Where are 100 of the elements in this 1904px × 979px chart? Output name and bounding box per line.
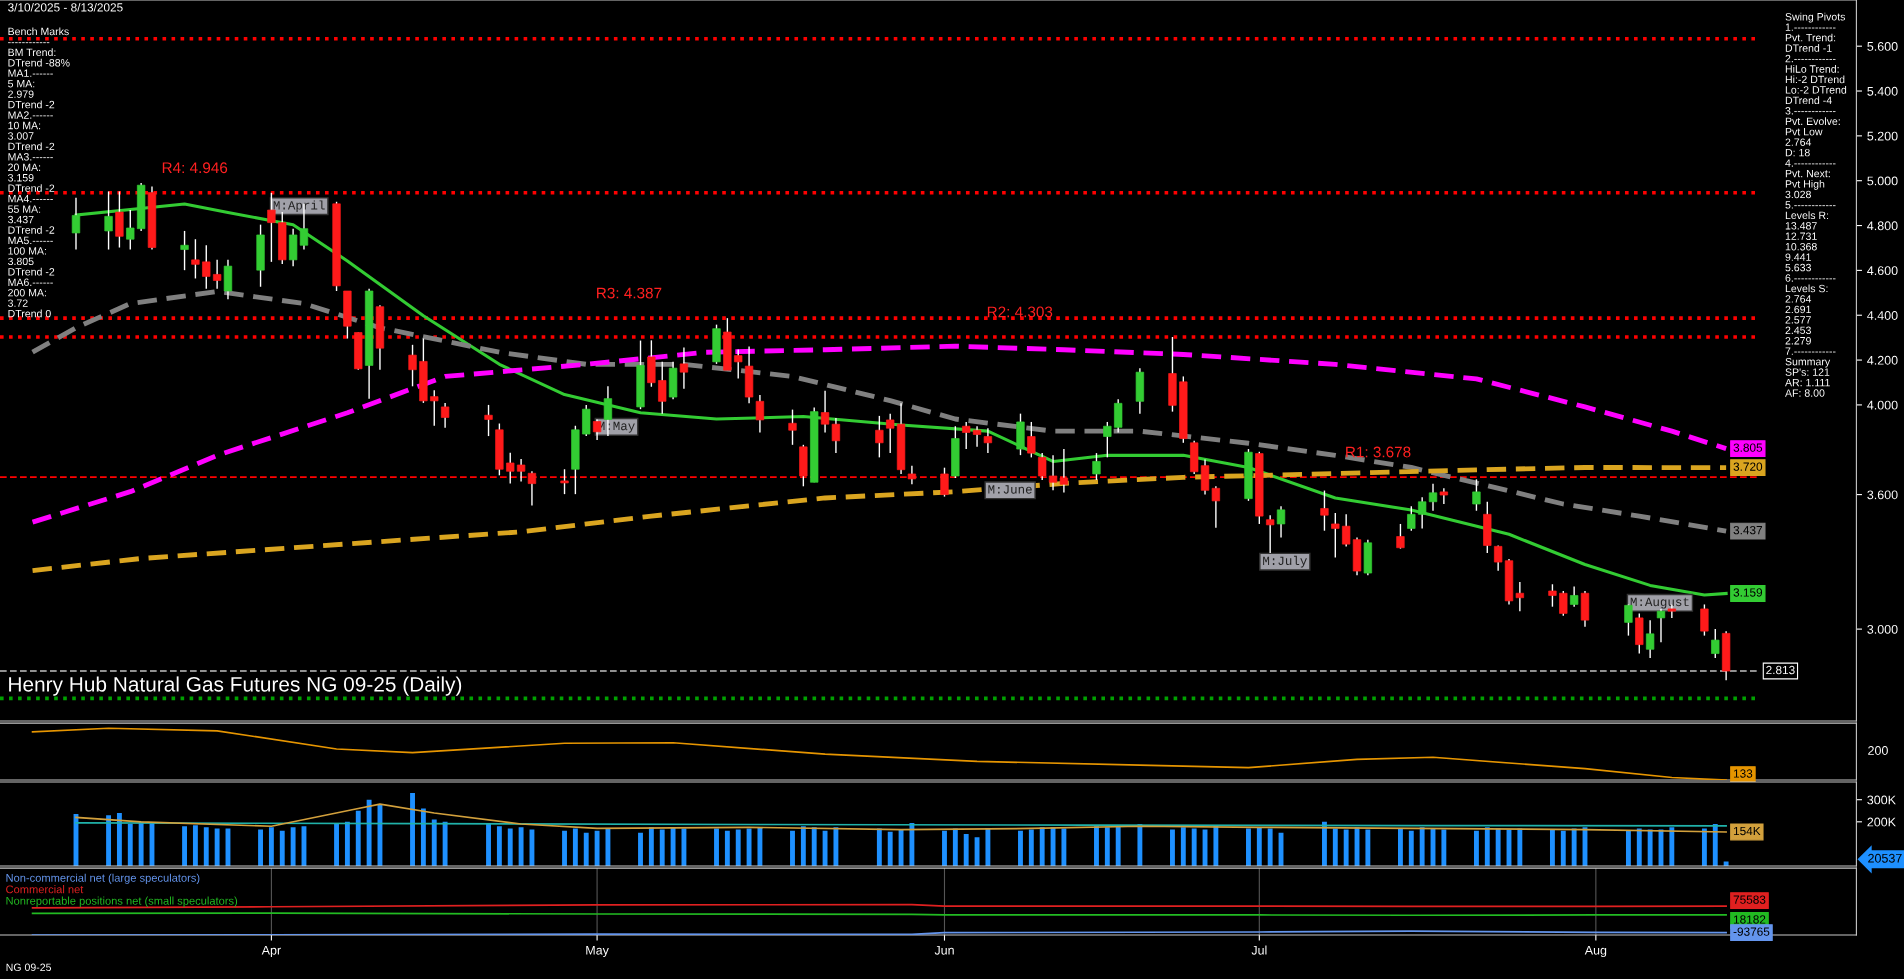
candlestick	[1027, 421, 1036, 459]
bar	[1419, 827, 1425, 867]
x-tick-label: Aug	[1584, 945, 1607, 958]
y-tick-label: 4.000	[1867, 400, 1898, 410]
bar	[1332, 828, 1338, 867]
bar	[290, 827, 296, 867]
bar	[638, 832, 643, 867]
bar	[1625, 830, 1631, 867]
bar	[1495, 828, 1501, 867]
candlestick	[875, 415, 884, 459]
annotation: M:July	[1263, 555, 1307, 568]
candlestick	[679, 346, 689, 390]
candlestick	[1700, 603, 1709, 637]
bar	[659, 829, 665, 867]
candlestick	[734, 348, 743, 380]
candlestick	[1038, 452, 1047, 481]
bar	[822, 830, 828, 867]
candlestick	[983, 427, 993, 454]
y-tick-label: 300K	[1867, 795, 1896, 805]
candlestick	[180, 230, 189, 271]
annotation: 75583	[1733, 895, 1766, 904]
bar	[138, 821, 144, 867]
bar	[1246, 828, 1251, 867]
text: Bench Marks ------------ BM Trend: DTrend -88% MA1.------ 5 MA: 2.979 DTrend -2 MA2.------ 10 MA: 3.007 DTrend -2 MA3.------ 20 MA: 3.159 DTrend -2 MA4.------ 55 MA: 3.437 DTrend -2 MA5.------ 100 MA: 3.805 DTrend -2 MA6.------ 200 MA: 3.72 DTrend 0	[8, 27, 70, 318]
bar	[1191, 828, 1197, 867]
data-label: 3.437	[1733, 525, 1763, 535]
bar	[887, 831, 893, 867]
bar	[1473, 830, 1479, 867]
bar	[909, 822, 915, 867]
bar	[735, 829, 741, 867]
annotation: M:April	[273, 200, 325, 213]
bar	[985, 828, 991, 867]
annotation: 18182	[1733, 915, 1766, 924]
candlestick	[408, 344, 417, 387]
bar	[1441, 829, 1447, 867]
bar	[106, 815, 111, 867]
candlestick	[560, 468, 569, 495]
bar	[1104, 827, 1110, 867]
bar	[1398, 828, 1403, 867]
bar	[942, 830, 947, 867]
bar	[1571, 828, 1577, 867]
y-tick-label: 200K	[1867, 817, 1896, 827]
x-tick-label: Jul	[1251, 945, 1267, 955]
bar	[562, 830, 567, 867]
series-label: Nonreportable positions net (small speculators)	[6, 896, 238, 907]
bar	[876, 828, 882, 867]
y-tick-label: 3.000	[1867, 624, 1898, 634]
bar	[1028, 829, 1034, 867]
annotation: R1: 3.678	[1346, 446, 1411, 458]
bar	[486, 824, 491, 867]
y-tick-label: 4.600	[1867, 266, 1898, 276]
line-series	[30, 343, 1729, 525]
y-tick-label: 5.200	[1867, 131, 1898, 141]
candlestick	[440, 402, 450, 429]
bar	[1647, 829, 1653, 867]
bar	[1322, 821, 1327, 867]
y-tick-label: 5.400	[1867, 86, 1898, 96]
annotation: R4: 4.946	[162, 162, 228, 174]
bar	[1517, 828, 1523, 867]
bar	[583, 832, 589, 867]
bar	[334, 824, 339, 867]
bar	[1180, 827, 1186, 867]
candlestick	[527, 470, 537, 507]
bar	[1137, 824, 1143, 867]
bar	[1365, 829, 1371, 867]
data-label: 154K	[1733, 826, 1761, 836]
bar	[1018, 830, 1023, 867]
bar	[410, 793, 415, 867]
y-tick-label: 5.000	[1867, 176, 1898, 186]
y-tick-label: 4.800	[1867, 221, 1898, 231]
data-label: 3.805	[1733, 443, 1763, 452]
bar	[214, 828, 220, 867]
x-tick-label: Apr	[261, 945, 281, 958]
bar	[182, 826, 187, 867]
bar	[1170, 829, 1175, 867]
bar	[670, 827, 676, 867]
candlestick	[1059, 448, 1069, 494]
annotation: -93765	[1733, 927, 1770, 936]
candlestick	[126, 209, 135, 251]
text: Henry Hub Natural Gas Futures NG 09-25 (Daily)	[9, 676, 462, 696]
bar	[1039, 827, 1045, 867]
bar	[1213, 825, 1219, 867]
bar	[355, 810, 361, 867]
bar	[1115, 825, 1121, 867]
bar	[518, 827, 524, 867]
bar	[833, 827, 839, 867]
candlestick	[1103, 421, 1112, 459]
candlestick	[1711, 628, 1720, 659]
data-label: 3.720	[1733, 462, 1763, 471]
bar	[127, 824, 133, 867]
candlestick	[1276, 505, 1286, 539]
y-tick-label: 5.600	[1867, 41, 1898, 51]
candlestick	[1092, 452, 1101, 481]
bar	[1723, 861, 1729, 867]
candlestick	[972, 425, 982, 448]
bar	[898, 829, 904, 867]
bar	[681, 828, 687, 867]
candlestick	[430, 389, 439, 427]
bar	[1549, 829, 1555, 867]
candlestick	[1418, 496, 1427, 530]
